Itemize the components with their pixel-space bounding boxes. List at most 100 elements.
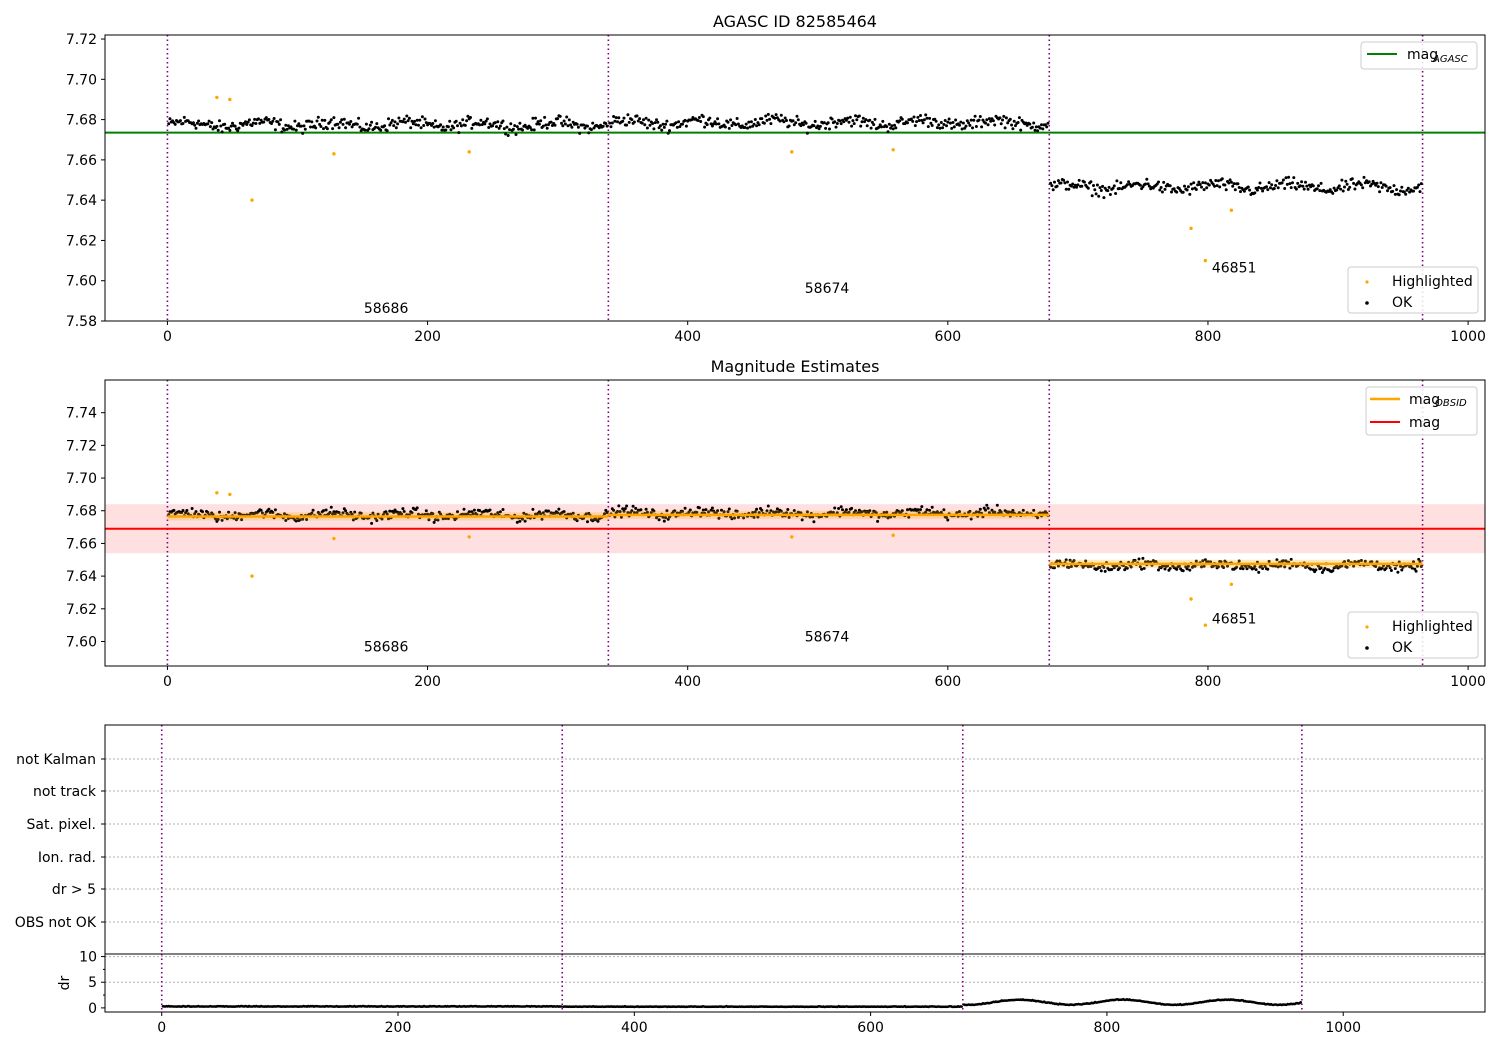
data-point-ok xyxy=(561,124,565,128)
data-point-ok xyxy=(1305,184,1309,188)
data-point-ok xyxy=(1053,180,1056,184)
data-point-ok xyxy=(634,506,638,510)
data-point-ok xyxy=(387,517,390,521)
data-point-ok xyxy=(632,120,636,124)
data-point-ok xyxy=(775,507,779,511)
legend-marker-highlighted xyxy=(1365,625,1369,629)
data-point-ok xyxy=(989,119,993,123)
data-point-ok xyxy=(939,121,943,124)
data-point-highlighted xyxy=(228,97,232,102)
data-point-ok xyxy=(939,510,943,514)
data-point-ok xyxy=(1017,116,1021,120)
data-point-ok xyxy=(1125,183,1129,187)
data-point-ok xyxy=(1216,565,1220,569)
data-point-ok xyxy=(301,131,305,135)
data-point-ok xyxy=(374,125,377,129)
data-point-ok xyxy=(518,519,522,523)
legend-label: Highlighted xyxy=(1392,274,1473,290)
data-point-ok xyxy=(228,128,232,132)
data-point-ok xyxy=(575,122,579,126)
data-point-ok xyxy=(502,127,506,131)
data-point-ok xyxy=(1188,192,1192,196)
data-point-ok xyxy=(1232,182,1236,186)
data-point-ok xyxy=(376,512,380,516)
data-point-ok xyxy=(367,127,371,131)
data-point-ok xyxy=(876,519,880,523)
data-point-ok xyxy=(457,131,461,135)
data-point-ok xyxy=(651,122,655,125)
data-point-ok xyxy=(978,507,982,511)
legend-subscript: AGASC xyxy=(1432,54,1468,65)
data-point-ok xyxy=(424,509,428,513)
data-point-ok xyxy=(833,506,837,510)
data-point-ok xyxy=(562,510,566,514)
data-point-ok xyxy=(418,118,422,122)
data-point-ok xyxy=(488,508,492,512)
data-point-ok xyxy=(454,119,458,123)
data-point-ok xyxy=(286,517,290,520)
data-point-ok xyxy=(1183,184,1186,188)
data-point-ok xyxy=(1144,182,1147,186)
data-point-ok xyxy=(1220,177,1224,181)
data-point-ok xyxy=(621,119,625,123)
data-point-ok xyxy=(359,511,363,515)
data-point-ok xyxy=(1127,180,1131,184)
data-point-ok xyxy=(688,508,692,512)
data-point-ok xyxy=(1362,175,1366,179)
data-point-ok xyxy=(449,128,453,132)
legend-label: mag xyxy=(1407,47,1438,63)
data-point-ok xyxy=(348,122,351,126)
data-point-ok xyxy=(1092,184,1095,187)
data-point-ok xyxy=(229,124,233,128)
data-point-ok xyxy=(880,125,883,129)
data-point-ok xyxy=(1379,181,1383,185)
data-point-ok xyxy=(1082,180,1086,184)
data-point-ok xyxy=(638,117,642,121)
data-point-ok xyxy=(250,124,254,128)
data-point-ok xyxy=(1038,126,1042,130)
data-point-ok xyxy=(182,115,186,119)
data-point-ok xyxy=(1270,183,1274,187)
data-point-ok xyxy=(1418,190,1422,194)
data-point-ok xyxy=(958,123,961,127)
data-point-ok xyxy=(1141,556,1145,560)
data-point-ok xyxy=(1263,565,1267,568)
data-point-ok xyxy=(839,505,843,509)
data-point-ok xyxy=(723,125,727,129)
data-point-ok xyxy=(709,508,713,512)
data-point-ok xyxy=(294,128,298,132)
data-point-ok xyxy=(329,118,333,122)
data-point-ok xyxy=(929,121,933,125)
data-point-ok xyxy=(1412,560,1415,564)
data-point-ok xyxy=(270,122,273,125)
x-tick-label: 1000 xyxy=(1325,1020,1361,1036)
data-point-ok xyxy=(834,125,838,129)
data-point-ok xyxy=(315,119,319,123)
data-point-ok xyxy=(673,509,677,513)
data-point-ok xyxy=(1345,182,1349,186)
data-point-ok xyxy=(1056,179,1060,183)
data-point-ok xyxy=(384,510,388,514)
data-point-ok xyxy=(1224,188,1228,192)
data-point-ok xyxy=(817,127,821,131)
data-point-highlighted xyxy=(1203,623,1208,627)
data-point-ok xyxy=(544,123,548,127)
data-point-highlighted xyxy=(250,574,254,578)
data-point-ok xyxy=(423,117,427,121)
data-point-ok xyxy=(1393,567,1397,570)
data-point-ok xyxy=(1340,564,1344,568)
data-point-ok xyxy=(786,508,790,511)
data-point-ok xyxy=(1399,564,1402,568)
data-point-ok xyxy=(935,126,939,130)
data-point-ok xyxy=(459,124,463,128)
x-tick-label: 600 xyxy=(857,1020,884,1036)
x-tick-label: 800 xyxy=(1195,329,1222,345)
data-point-ok xyxy=(1350,177,1354,181)
data-point-ok xyxy=(968,509,972,513)
data-point-ok xyxy=(260,511,264,515)
data-point-ok xyxy=(1370,560,1374,564)
data-point-highlighted xyxy=(1189,226,1193,231)
data-point-ok xyxy=(726,120,730,124)
data-point-ok xyxy=(938,126,942,130)
data-point-ok xyxy=(730,517,734,521)
